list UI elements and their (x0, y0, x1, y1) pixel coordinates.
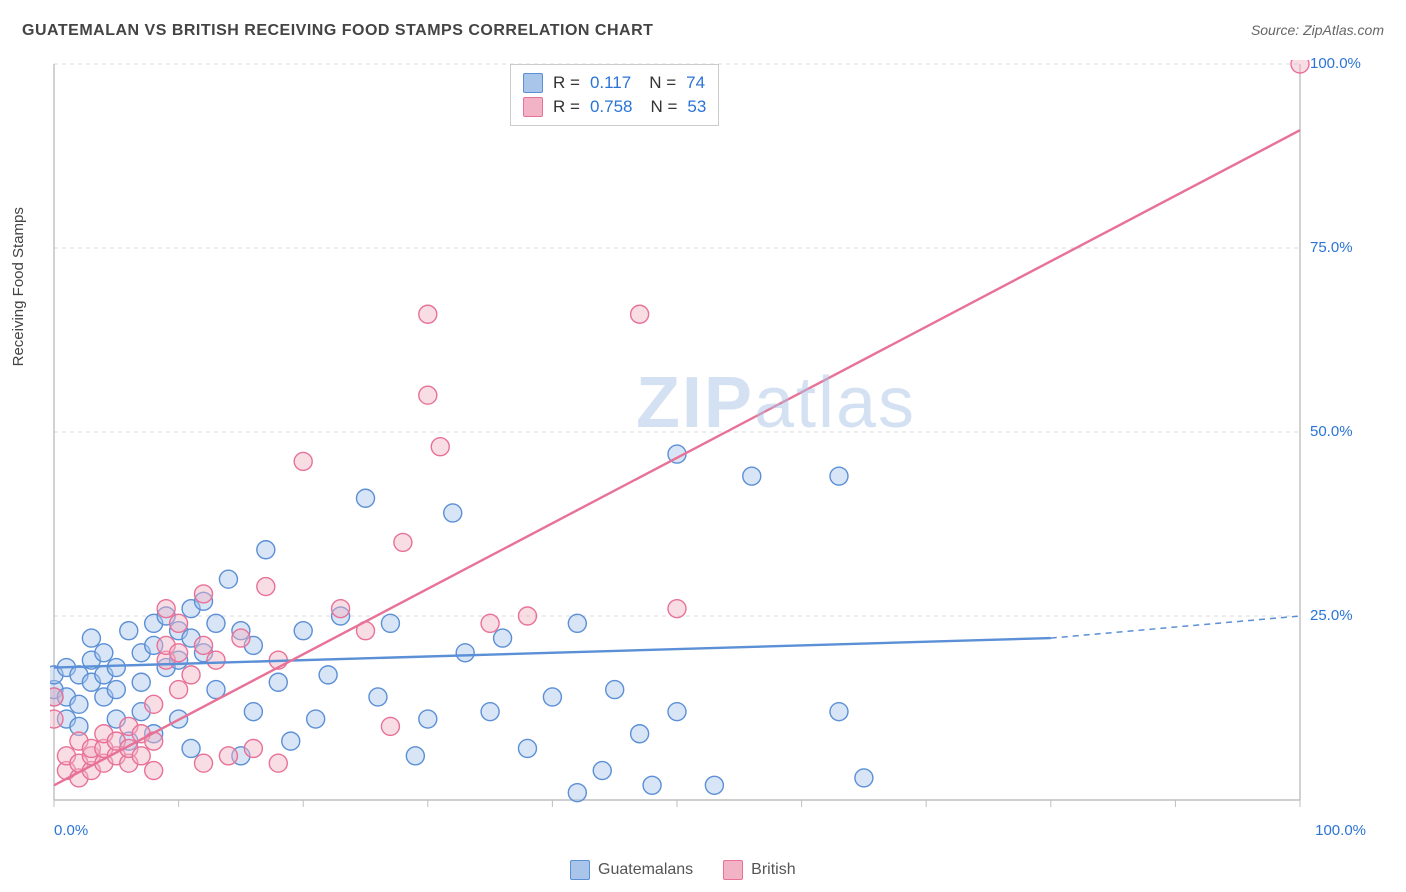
legend-r-value: 0.758 (590, 97, 633, 117)
legend-n-label: N = (649, 73, 676, 93)
legend-item: British (723, 860, 795, 880)
legend-swatch (570, 860, 590, 880)
legend-stat-row: R = 0.758 N = 53 (523, 95, 706, 119)
legend-swatch (523, 73, 543, 93)
legend-n-value: 53 (687, 97, 706, 117)
y-axis-label: Receiving Food Stamps (10, 207, 27, 366)
y-tick-label: 50.0% (1310, 423, 1353, 440)
y-tick-label: 25.0% (1310, 607, 1353, 624)
legend-r-label: R = (553, 73, 580, 93)
legend-stat-row: R = 0.117 N = 74 (523, 71, 706, 95)
y-tick-label: 100.0% (1310, 55, 1361, 72)
x-tick-label: 0.0% (54, 822, 88, 839)
legend-swatch (723, 860, 743, 880)
scatter-chart (50, 60, 1370, 840)
x-tick-label: 100.0% (1315, 822, 1366, 839)
legend-r-label: R = (553, 97, 580, 117)
legend-item: Guatemalans (570, 860, 693, 880)
series-legend: Guatemalans British (570, 860, 796, 880)
legend-series-label: British (751, 861, 795, 879)
y-tick-label: 75.0% (1310, 239, 1353, 256)
legend-r-value: 0.117 (590, 73, 631, 93)
source-label: Source: ZipAtlas.com (1251, 22, 1384, 38)
legend-n-label: N = (650, 97, 677, 117)
chart-title: GUATEMALAN VS BRITISH RECEIVING FOOD STA… (22, 22, 653, 40)
correlation-legend: R = 0.117 N = 74 R = 0.758 N = 53 (510, 64, 719, 126)
legend-series-label: Guatemalans (598, 861, 693, 879)
plot-area: ZIPatlas R =0.117N =74R =0.758N =53 Guat… (50, 60, 1370, 840)
legend-n-value: 74 (686, 73, 705, 93)
legend-swatch (523, 97, 543, 117)
